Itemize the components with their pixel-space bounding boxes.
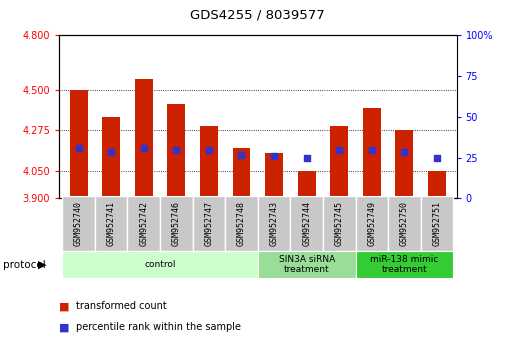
Bar xyxy=(428,171,446,198)
Text: GSM952748: GSM952748 xyxy=(237,201,246,246)
Bar xyxy=(388,196,421,251)
Text: GSM952751: GSM952751 xyxy=(432,201,442,246)
Bar xyxy=(258,196,290,251)
Point xyxy=(205,148,213,153)
Text: miR-138 mimic
treatment: miR-138 mimic treatment xyxy=(370,255,439,274)
Point xyxy=(368,148,376,153)
Text: ■: ■ xyxy=(59,301,69,311)
Bar xyxy=(160,196,192,251)
Text: ▶: ▶ xyxy=(38,260,46,270)
Bar xyxy=(225,196,258,251)
Bar xyxy=(290,196,323,251)
Text: GSM952743: GSM952743 xyxy=(269,201,279,246)
Bar xyxy=(70,90,88,198)
Bar xyxy=(62,251,258,278)
Point xyxy=(400,149,408,155)
Text: GSM952746: GSM952746 xyxy=(172,201,181,246)
Bar xyxy=(127,196,160,251)
Bar xyxy=(265,153,283,198)
Point xyxy=(270,153,278,159)
Bar xyxy=(323,196,356,251)
Bar xyxy=(298,171,315,198)
Point xyxy=(238,152,246,158)
Bar xyxy=(330,126,348,198)
Bar xyxy=(258,251,356,278)
Text: GSM952744: GSM952744 xyxy=(302,201,311,246)
Text: GDS4255 / 8039577: GDS4255 / 8039577 xyxy=(190,9,325,22)
Text: transformed count: transformed count xyxy=(76,301,167,311)
Point xyxy=(74,145,83,151)
Point xyxy=(140,145,148,151)
Text: GSM952747: GSM952747 xyxy=(204,201,213,246)
Text: GSM952742: GSM952742 xyxy=(139,201,148,246)
Text: GSM952740: GSM952740 xyxy=(74,201,83,246)
Text: GSM952750: GSM952750 xyxy=(400,201,409,246)
Point xyxy=(303,156,311,161)
Point xyxy=(433,156,441,161)
Bar xyxy=(363,108,381,198)
Bar xyxy=(192,196,225,251)
Text: GSM952741: GSM952741 xyxy=(107,201,115,246)
Bar xyxy=(396,130,413,198)
Bar xyxy=(62,196,95,251)
Bar xyxy=(356,196,388,251)
Text: ■: ■ xyxy=(59,322,69,332)
Text: SIN3A siRNA
treatment: SIN3A siRNA treatment xyxy=(279,255,335,274)
Bar xyxy=(95,196,127,251)
Text: percentile rank within the sample: percentile rank within the sample xyxy=(76,322,241,332)
Bar xyxy=(421,196,453,251)
Text: control: control xyxy=(144,260,176,269)
Text: GSM952749: GSM952749 xyxy=(367,201,377,246)
Bar xyxy=(167,104,185,198)
Point xyxy=(107,149,115,155)
Point xyxy=(335,148,343,153)
Point xyxy=(172,148,181,153)
Bar xyxy=(135,79,153,198)
Bar xyxy=(356,251,453,278)
Bar xyxy=(200,126,218,198)
Text: protocol: protocol xyxy=(3,260,45,270)
Bar xyxy=(232,148,250,198)
Text: GSM952745: GSM952745 xyxy=(335,201,344,246)
Bar xyxy=(102,117,120,198)
